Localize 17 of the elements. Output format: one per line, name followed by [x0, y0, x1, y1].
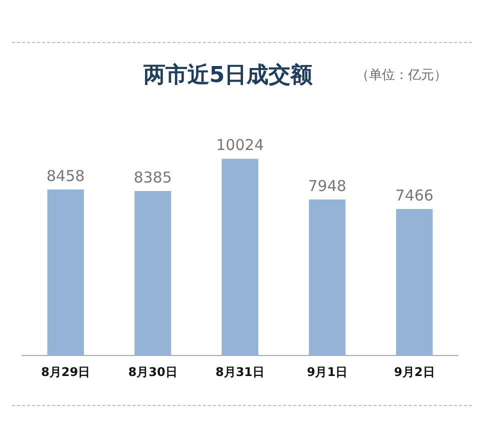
data-label: 8385	[134, 168, 172, 186]
bar	[222, 158, 258, 356]
chart-subtitle: （单位：亿元）	[356, 67, 447, 84]
data-label: 8458	[46, 166, 85, 185]
x-tick-label: 9月1日	[306, 364, 348, 379]
x-tick-label: 8月31日	[215, 364, 265, 379]
chart-title: 两市近5日成交额	[143, 63, 313, 88]
data-label: 7948	[308, 176, 346, 195]
bar	[134, 190, 172, 356]
data-label: 10024	[216, 136, 264, 154]
x-tick-label: 8月29日	[41, 364, 90, 379]
bar	[396, 209, 433, 356]
bar	[308, 200, 346, 356]
bar	[47, 190, 84, 356]
data-label: 7466	[395, 186, 434, 204]
x-tick-label: 9月2日	[394, 364, 435, 379]
x-tick-label: 8月30日	[128, 364, 178, 379]
